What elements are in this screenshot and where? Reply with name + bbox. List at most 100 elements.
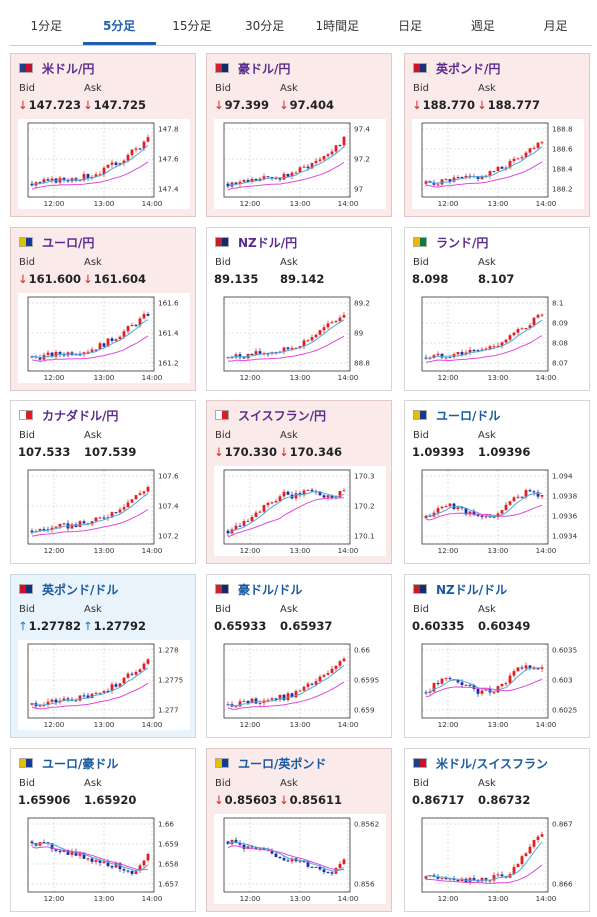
- pair-name[interactable]: 英ポンド/円: [436, 61, 501, 76]
- card-title[interactable]: スイスフラン/円: [215, 407, 326, 423]
- down-arrow-icon: ↓: [412, 98, 422, 112]
- mini-chart[interactable]: 89.2 89 88.8 12:00 13:00 14:00: [214, 293, 386, 383]
- pair-name[interactable]: ユーロ/ドル: [436, 408, 501, 423]
- ask-value: ↓170.346: [279, 445, 343, 459]
- tab-0[interactable]: 1分足: [30, 19, 63, 33]
- card-title[interactable]: NZドル/円: [215, 234, 297, 250]
- mini-chart[interactable]: 107.6 107.4 107.2 12:00 13:00 14:00: [18, 466, 190, 556]
- eu-flag-icon: [19, 237, 33, 247]
- mini-chart[interactable]: 97.4 97.2 97 12:00 13:00 14:00: [214, 119, 386, 209]
- ask-value: ↓188.777: [477, 98, 541, 112]
- bid-value: 0.86717: [412, 793, 465, 807]
- pair-name[interactable]: ユーロ/円: [42, 235, 95, 250]
- bid-label: Bid: [19, 257, 35, 268]
- card-title[interactable]: ユーロ/豪ドル: [19, 755, 118, 771]
- y-tick-label: 1.094: [552, 472, 573, 481]
- down-arrow-icon: ↓: [214, 793, 224, 807]
- down-arrow-icon: ↓: [477, 98, 487, 112]
- card-title[interactable]: 米ドル/スイスフラン: [413, 755, 548, 771]
- rate-card[interactable]: 英ポンド/ドル Bid Ask ↑1.27782 ↑1.27792 1.278 1.2775…: [10, 574, 196, 738]
- x-tick-label: 13:00: [290, 373, 311, 382]
- ask-value: ↑1.27792: [83, 619, 147, 633]
- ch-flag-icon: [215, 410, 229, 420]
- card-title[interactable]: ユーロ/英ポンド: [215, 755, 326, 771]
- mini-chart[interactable]: 170.3 170.2 170.1 12:00 13:00 14:00: [214, 466, 386, 556]
- tab-6[interactable]: 週足: [470, 19, 495, 33]
- tab-7[interactable]: 月足: [543, 19, 568, 33]
- card-title[interactable]: カナダドル/円: [19, 407, 118, 423]
- mini-chart[interactable]: 0.66 0.6595 0.659 12:00 13:00 14:00: [214, 640, 386, 730]
- mini-chart[interactable]: 1.094 1.0938 1.0936 1.0934 12:00 13:00 14:00: [412, 466, 584, 556]
- pair-name[interactable]: 米ドル/円: [42, 61, 95, 76]
- rate-card[interactable]: カナダドル/円 Bid Ask 107.533 107.539 107.6 107.4 107…: [10, 400, 196, 564]
- pair-name[interactable]: 米ドル/スイスフラン: [436, 756, 549, 771]
- pair-name[interactable]: 豪ドル/円: [238, 61, 291, 76]
- y-tick-label: 1.657: [158, 880, 179, 889]
- eu-flag-icon: [19, 758, 33, 768]
- tab-1[interactable]: 5分足: [82, 8, 156, 45]
- card-title[interactable]: 豪ドル/円: [215, 60, 290, 76]
- mini-chart[interactable]: 8.1 8.09 8.08 8.07 12:00 13:00 14:00: [412, 293, 584, 383]
- card-title[interactable]: 米ドル/円: [19, 60, 94, 76]
- y-tick-label: 1.0936: [552, 512, 578, 521]
- y-tick-label: 97.4: [354, 125, 370, 134]
- rate-card[interactable]: 豪ドル/円 Bid Ask ↓97.399 ↓97.404 97.4 97.2 97 12:00…: [206, 53, 392, 217]
- x-tick-label: 14:00: [338, 199, 359, 208]
- rate-card[interactable]: ユーロ/英ポンド Bid Ask ↓0.85603 ↓0.85611 0.8562 0.85…: [206, 748, 392, 912]
- bid-value: ↓97.399: [214, 98, 270, 112]
- rate-card[interactable]: 米ドル/スイスフラン Bid Ask 0.86717 0.86732 0.867 0.866…: [404, 748, 590, 912]
- y-tick-label: 170.2: [354, 502, 375, 511]
- bid-value: 107.533: [18, 445, 71, 459]
- pair-name[interactable]: カナダドル/円: [42, 408, 119, 423]
- ask-label: Ask: [84, 430, 102, 441]
- bid-value: ↑1.27782: [18, 619, 82, 633]
- rate-card[interactable]: NZドル/円 Bid Ask 89.135 89.142 89.2 89 88.8 12:00 1…: [206, 227, 392, 391]
- x-tick-label: 13:00: [94, 373, 115, 382]
- pair-name[interactable]: ランド/円: [436, 235, 489, 250]
- card-title[interactable]: ユーロ/ドル: [413, 407, 500, 423]
- rate-card[interactable]: 豪ドル/ドル Bid Ask 0.65933 0.65937 0.66 0.6595 0.65…: [206, 574, 392, 738]
- rate-card[interactable]: ユーロ/ドル Bid Ask 1.09393 1.09396 1.094 1.0938 1.0…: [404, 400, 590, 564]
- pair-name[interactable]: NZドル/ドル: [436, 582, 508, 597]
- card-title[interactable]: ランド/円: [413, 234, 488, 250]
- mini-chart[interactable]: 0.6035 0.603 0.6025 12:00 13:00 14:00: [412, 640, 584, 730]
- pair-name[interactable]: 豪ドル/ドル: [238, 582, 303, 597]
- card-title[interactable]: NZドル/ドル: [413, 581, 507, 597]
- y-tick-label: 1.0934: [552, 532, 578, 541]
- pair-name[interactable]: 英ポンド/ドル: [42, 582, 119, 597]
- pair-name[interactable]: ユーロ/英ポンド: [238, 756, 327, 771]
- mini-chart[interactable]: 1.66 1.659 1.658 1.657 12:00 13:00 14:00: [18, 814, 190, 904]
- pair-name[interactable]: スイスフラン/円: [238, 408, 327, 423]
- rate-card[interactable]: 米ドル/円 Bid Ask ↓147.723 ↓147.725 147.8 147.6 147…: [10, 53, 196, 217]
- mini-chart[interactable]: 1.278 1.2775 1.277 12:00 13:00 14:00: [18, 640, 190, 730]
- ask-value: 1.09396: [478, 445, 531, 459]
- gb-flag-icon: [413, 63, 427, 73]
- tab-2[interactable]: 15分足: [172, 19, 212, 33]
- rate-card[interactable]: スイスフラン/円 Bid Ask ↓170.330 ↓170.346 170.3 170.2…: [206, 400, 392, 564]
- card-title[interactable]: 英ポンド/円: [413, 60, 500, 76]
- rate-card[interactable]: ユーロ/円 Bid Ask ↓161.600 ↓161.604 161.6 161.4 161…: [10, 227, 196, 391]
- us-flag-icon: [413, 758, 427, 768]
- mini-chart[interactable]: 0.867 0.866 12:00 13:00 14:00: [412, 814, 584, 904]
- card-title[interactable]: ユーロ/円: [19, 234, 94, 250]
- rate-card[interactable]: ユーロ/豪ドル Bid Ask 1.65906 1.65920 1.66 1.659 1.65…: [10, 748, 196, 912]
- mini-chart[interactable]: 188.8 188.6 188.4 188.2 12:00 13:00 14:00: [412, 119, 584, 209]
- mini-chart[interactable]: 0.8562 0.856 12:00 13:00 14:00: [214, 814, 386, 904]
- tab-3[interactable]: 30分足: [244, 19, 285, 33]
- bid-label: Bid: [215, 430, 231, 441]
- y-tick-label: 0.6035: [552, 646, 577, 655]
- x-tick-label: 13:00: [94, 720, 115, 729]
- rate-card[interactable]: 英ポンド/円 Bid Ask ↓188.770 ↓188.777 188.8 188.6 18…: [404, 53, 590, 217]
- rate-card[interactable]: ランド/円 Bid Ask 8.098 8.107 8.1 8.09 8.08 8.07 12:0…: [404, 227, 590, 391]
- pair-name[interactable]: ユーロ/豪ドル: [42, 756, 119, 771]
- card-title[interactable]: 英ポンド/ドル: [19, 581, 118, 597]
- rate-card[interactable]: NZドル/ドル Bid Ask 0.60335 0.60349 0.6035 0.603 0.…: [404, 574, 590, 738]
- y-tick-label: 1.278: [158, 646, 179, 655]
- mini-chart[interactable]: 147.8 147.6 147.4 12:00 13:00 14:00: [18, 119, 190, 209]
- tab-5[interactable]: 日足: [398, 19, 423, 33]
- pair-name[interactable]: NZドル/円: [238, 235, 298, 250]
- mini-chart[interactable]: 161.6 161.4 161.2 12:00 13:00 14:00: [18, 293, 190, 383]
- ask-label: Ask: [478, 430, 496, 441]
- card-title[interactable]: 豪ドル/ドル: [215, 581, 302, 597]
- tab-4[interactable]: 1時間足: [315, 19, 360, 33]
